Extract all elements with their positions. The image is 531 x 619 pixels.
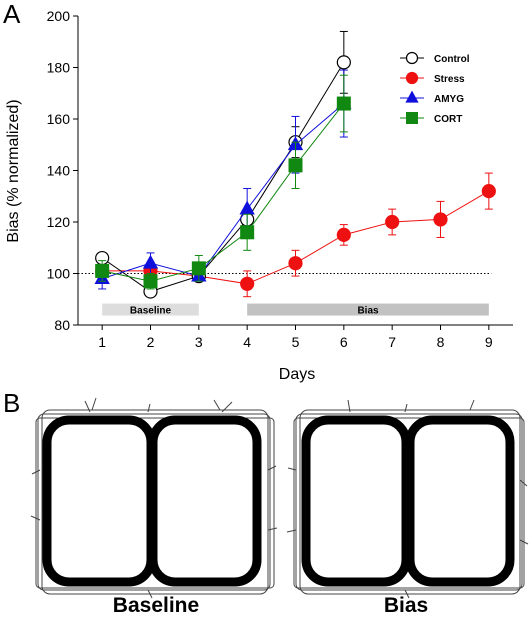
x-tick-label: 4 <box>243 334 251 350</box>
bias-line-chart: Baseline Bias 80 100 120 140 160 180 200 1 2 3 4 5 6 7… <box>5 8 513 383</box>
y-tick-label: 80 <box>54 317 70 333</box>
data-point <box>406 112 418 124</box>
data-point <box>433 212 448 227</box>
legend-label: AMYG <box>434 94 464 105</box>
data-point <box>240 276 255 291</box>
x-tick-label: 8 <box>437 334 445 350</box>
data-point <box>336 227 351 242</box>
track-trace-bias: Bias <box>286 399 529 617</box>
panel-letter-a: A <box>3 0 21 29</box>
period-bar-label: Baseline <box>130 306 172 317</box>
data-point <box>142 254 159 269</box>
data-point <box>95 263 110 278</box>
period-bar <box>102 303 199 316</box>
track-caption-baseline: Baseline <box>113 594 199 617</box>
legend-item-amyg: AMYG <box>400 90 464 105</box>
period-bars: Baseline Bias <box>102 303 489 317</box>
series-cort <box>95 74 351 290</box>
data-point <box>240 225 255 240</box>
legend-item-stress: Stress <box>400 71 465 85</box>
series-line <box>102 103 345 282</box>
data-point <box>385 214 400 230</box>
data-point <box>191 261 206 276</box>
data-point <box>143 274 158 289</box>
data-point <box>288 158 303 173</box>
legend-label: CORT <box>434 114 462 125</box>
series-line <box>102 103 345 280</box>
data-point <box>336 55 351 70</box>
series-layer <box>94 30 496 299</box>
data-point <box>481 184 496 199</box>
y-tick-label: 180 <box>47 60 71 76</box>
track-trace-baseline: Baseline <box>30 397 278 617</box>
legend-item-cort: CORT <box>400 112 462 125</box>
data-point <box>288 256 303 271</box>
arena-outline <box>42 415 262 587</box>
chart-legend: Control Stress AMYG CORT <box>400 51 470 125</box>
y-tick-label: 200 <box>47 8 71 24</box>
legend-item-control: Control <box>400 51 470 65</box>
x-tick-label: 1 <box>98 334 106 350</box>
y-tick-label: 100 <box>47 266 71 282</box>
panel-letter-b: B <box>3 388 20 418</box>
x-tick-label: 7 <box>388 334 396 350</box>
legend-label: Control <box>434 54 470 65</box>
x-tick-label: 3 <box>195 334 203 350</box>
x-tick-label: 5 <box>292 334 300 350</box>
trace-overlay <box>286 399 529 599</box>
y-tick-label: 140 <box>47 163 71 179</box>
arena-outline <box>301 415 515 587</box>
legend-label: Stress <box>434 74 465 85</box>
chart-axes: 80 100 120 140 160 180 200 1 2 3 4 5 6 7 8 9 <box>47 8 513 350</box>
x-tick-label: 9 <box>485 334 493 350</box>
x-axis-label: Days <box>279 366 315 383</box>
track-caption-bias: Bias <box>384 594 428 617</box>
y-tick-label: 160 <box>47 111 71 127</box>
y-axis-label: Bias (% normalized) <box>5 99 22 242</box>
data-point <box>405 90 419 103</box>
trace-overlay <box>30 397 278 599</box>
x-tick-label: 6 <box>340 334 348 350</box>
data-point <box>405 71 419 85</box>
period-bar-label: Bias <box>357 306 379 317</box>
series-amyg <box>94 69 352 290</box>
series-control <box>95 30 351 299</box>
data-point <box>405 51 419 65</box>
data-point <box>336 96 351 111</box>
y-tick-label: 120 <box>47 214 71 230</box>
series-line <box>101 62 345 293</box>
x-tick-label: 2 <box>147 334 155 350</box>
period-bar <box>247 303 489 316</box>
